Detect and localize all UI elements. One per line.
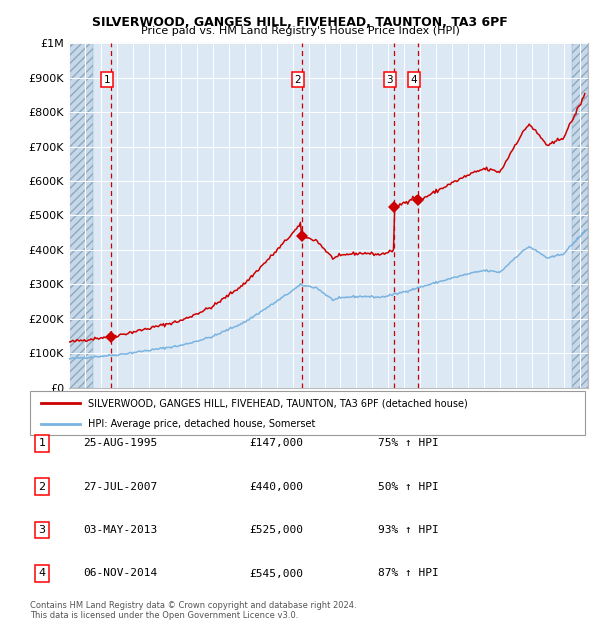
Text: 03-MAY-2013: 03-MAY-2013 (83, 525, 157, 535)
Text: £545,000: £545,000 (249, 569, 303, 578)
Text: 50% ↑ HPI: 50% ↑ HPI (377, 482, 439, 492)
Text: Price paid vs. HM Land Registry's House Price Index (HPI): Price paid vs. HM Land Registry's House … (140, 26, 460, 36)
Text: 06-NOV-2014: 06-NOV-2014 (83, 569, 157, 578)
Text: 1: 1 (104, 74, 110, 84)
Text: 93% ↑ HPI: 93% ↑ HPI (377, 525, 439, 535)
Text: This data is licensed under the Open Government Licence v3.0.: This data is licensed under the Open Gov… (30, 611, 298, 620)
Text: £440,000: £440,000 (249, 482, 303, 492)
Text: 27-JUL-2007: 27-JUL-2007 (83, 482, 157, 492)
Text: 75% ↑ HPI: 75% ↑ HPI (377, 438, 439, 448)
Text: 2: 2 (295, 74, 301, 84)
FancyBboxPatch shape (30, 391, 585, 435)
Text: 25-AUG-1995: 25-AUG-1995 (83, 438, 157, 448)
Text: 3: 3 (386, 74, 393, 84)
Text: 2: 2 (38, 482, 46, 492)
Text: SILVERWOOD, GANGES HILL, FIVEHEAD, TAUNTON, TA3 6PF: SILVERWOOD, GANGES HILL, FIVEHEAD, TAUNT… (92, 16, 508, 29)
Text: 87% ↑ HPI: 87% ↑ HPI (377, 569, 439, 578)
Text: HPI: Average price, detached house, Somerset: HPI: Average price, detached house, Some… (88, 419, 316, 429)
Text: 4: 4 (410, 74, 417, 84)
Text: 4: 4 (38, 569, 46, 578)
Text: Contains HM Land Registry data © Crown copyright and database right 2024.: Contains HM Land Registry data © Crown c… (30, 601, 356, 611)
Text: SILVERWOOD, GANGES HILL, FIVEHEAD, TAUNTON, TA3 6PF (detached house): SILVERWOOD, GANGES HILL, FIVEHEAD, TAUNT… (88, 398, 468, 408)
Text: 1: 1 (38, 438, 46, 448)
Text: £525,000: £525,000 (249, 525, 303, 535)
Text: £147,000: £147,000 (249, 438, 303, 448)
Text: 3: 3 (38, 525, 46, 535)
